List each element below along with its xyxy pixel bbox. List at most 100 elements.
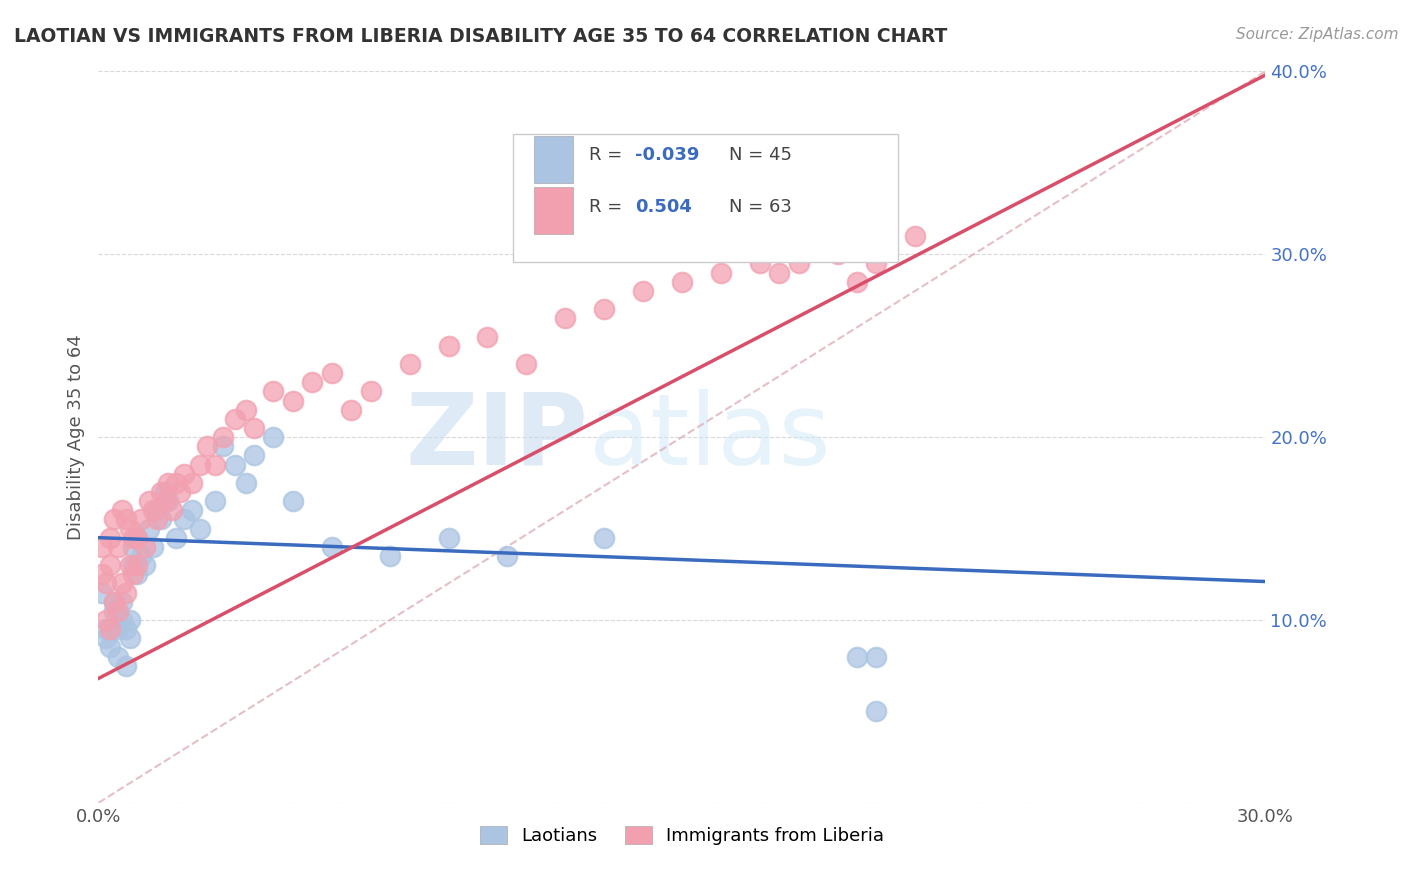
Point [827,247,849,261]
Point [138,494,160,508]
Point [134,540,156,554]
Point [122,531,145,545]
Point [114,658,136,673]
Point [111,613,134,627]
Point [262,384,284,399]
Point [169,485,191,500]
Point [91,567,114,582]
Point [631,284,654,298]
Point [91,540,114,554]
Point [127,558,149,573]
Text: N = 45: N = 45 [728,146,792,164]
Point [122,567,145,582]
Y-axis label: Disability Age 35 to 64: Disability Age 35 to 64 [66,334,84,540]
Point [380,549,402,563]
Point [114,512,136,526]
Point [91,585,114,599]
Point [107,649,129,664]
FancyBboxPatch shape [534,136,574,183]
Point [243,448,266,462]
Point [138,521,160,535]
Point [157,494,180,508]
Point [103,594,125,608]
Text: atlas: atlas [589,389,830,485]
Point [787,256,810,270]
Point [162,503,184,517]
Point [127,567,149,582]
Point [127,531,149,545]
Text: -0.039: -0.039 [636,146,700,164]
Point [180,503,202,517]
Point [262,430,284,444]
Point [865,705,887,719]
Point [235,402,257,417]
Point [224,412,246,426]
Point [710,266,733,280]
Text: N = 63: N = 63 [728,198,792,216]
Text: Source: ZipAtlas.com: Source: ZipAtlas.com [1236,27,1399,42]
Point [235,475,257,490]
Point [204,494,226,508]
Text: 0.504: 0.504 [636,198,692,216]
Point [281,494,304,508]
Point [122,558,145,573]
Point [212,430,235,444]
Point [118,632,141,646]
Point [157,475,180,490]
Point [180,475,202,490]
Point [96,622,118,636]
Point [96,632,118,646]
Point [846,275,869,289]
Point [142,503,165,517]
Point [153,485,176,500]
Point [129,549,152,563]
FancyBboxPatch shape [534,187,574,234]
Point [188,458,211,472]
Point [846,649,869,664]
Point [149,485,172,500]
Point [165,531,187,545]
Point [111,503,134,517]
Point [173,467,195,481]
Text: ZIP: ZIP [406,389,589,485]
Point [321,540,343,554]
Point [165,475,187,490]
Point [496,549,519,563]
Point [224,458,246,472]
Point [98,558,121,573]
Point [554,311,576,326]
Point [360,384,382,399]
Point [301,375,323,389]
Point [146,503,169,517]
FancyBboxPatch shape [513,134,898,261]
Point [103,512,125,526]
Text: R =: R = [589,198,633,216]
Point [515,357,537,371]
Point [107,604,129,618]
Point [98,640,121,655]
Point [96,576,118,591]
Point [122,540,145,554]
Point [98,531,121,545]
Point [111,594,134,608]
Point [142,540,165,554]
Point [593,531,616,545]
Point [114,585,136,599]
Point [671,275,693,289]
Point [98,622,121,636]
Point [398,357,420,371]
Point [118,521,141,535]
Point [118,558,141,573]
Point [204,458,226,472]
Point [768,266,790,280]
Point [212,439,235,453]
Point [477,329,499,343]
Point [340,402,363,417]
Point [103,604,125,618]
Point [865,649,887,664]
Point [118,613,141,627]
Point [146,512,169,526]
Point [195,439,218,453]
Point [321,366,343,380]
Point [865,256,887,270]
